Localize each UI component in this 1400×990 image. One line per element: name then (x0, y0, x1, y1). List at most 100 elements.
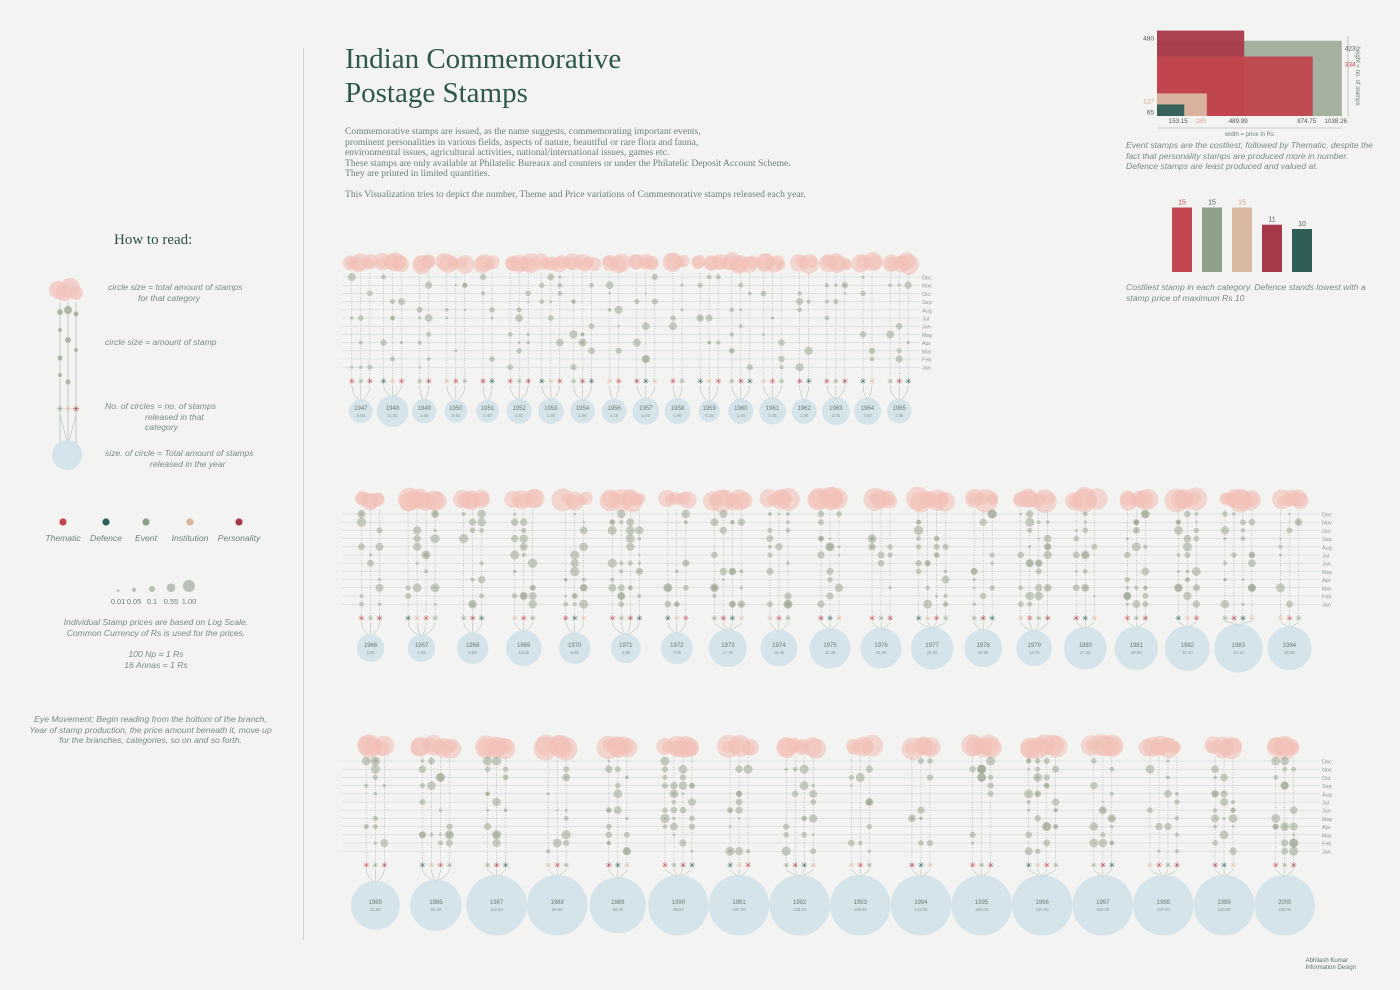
stamp-circle (684, 520, 688, 524)
category-marker: ✳ (357, 377, 364, 386)
category-cloud-circle (679, 491, 697, 509)
stamp-circle (837, 553, 841, 557)
stamp-circle (1278, 544, 1283, 549)
category-cloud-circle (444, 739, 458, 753)
stamp-circle (513, 512, 517, 516)
stamp-circle (848, 774, 854, 780)
month-label: Jul (1322, 801, 1329, 807)
stamp-circle (918, 840, 924, 846)
year-label: 1998 (1157, 900, 1171, 906)
category-marker: ✳ (671, 861, 678, 870)
stamp-circle (625, 776, 629, 779)
stamp-circle (1134, 585, 1139, 590)
month-label: May (1322, 817, 1333, 823)
year-label: 1992 (793, 900, 807, 906)
category-cloud-circle (780, 493, 793, 506)
month-label: Apr (1322, 578, 1331, 584)
stamp-circle (707, 341, 711, 345)
stamp-circle (1193, 535, 1200, 542)
year-total-label: 1.51 (515, 413, 524, 418)
eye-movement-note: Eye Movement: Begin reading from the bot… (28, 714, 273, 746)
stamp-circle (617, 509, 626, 519)
stamp-circle (1281, 847, 1289, 855)
stamp-circle (1109, 766, 1115, 772)
stamp-circle (1212, 808, 1218, 813)
stamp-circle (1211, 790, 1219, 798)
year-label: 1965 (892, 406, 906, 412)
stamp-circle (357, 509, 366, 519)
stamp-circle (689, 783, 695, 789)
month-label: Oct (922, 292, 931, 298)
stamp-circle (1132, 600, 1141, 609)
stamp-circle (1051, 798, 1060, 806)
legend-dot-event (142, 518, 150, 526)
year-total-circle (759, 397, 786, 425)
stamp-circle (516, 307, 522, 313)
stamp-circle (347, 272, 356, 282)
year-total-label: 116.50 (490, 907, 503, 912)
stamp-circle (572, 593, 577, 599)
stamp-circle (381, 274, 386, 280)
stamp-circle (1072, 584, 1080, 592)
stamp-circle (1034, 848, 1041, 854)
stamp-circle (606, 841, 611, 845)
category-cloud-circle (420, 254, 435, 269)
stamp-circle (605, 831, 613, 839)
year-total-label: 1.40 (737, 413, 746, 418)
year-total-label: 131.00 (1036, 907, 1049, 912)
category-marker: ✳ (980, 614, 987, 623)
stamp-circle (563, 815, 569, 821)
year-total-circle (1016, 630, 1053, 667)
stamp-circle (1109, 840, 1115, 846)
costliest-value-defence: 10 (1298, 221, 1306, 228)
howto-note-count: No. of circles = no. of stamps released … (105, 401, 216, 433)
stamp-circle (670, 781, 678, 790)
month-label: Apr (922, 341, 931, 347)
year-label: 1950 (449, 406, 463, 412)
category-marker: ✳ (915, 614, 922, 623)
stamp-circle (1212, 840, 1218, 846)
year-total-circle (760, 629, 798, 667)
year-total-label: 108.00 (854, 907, 867, 912)
stamp-circle (865, 765, 873, 773)
category-marker: ✳ (480, 377, 487, 386)
summary-rect-defence (1157, 104, 1185, 116)
stamp-circle (1273, 775, 1278, 780)
stamp-circle (712, 593, 717, 599)
stamp-circle (489, 306, 495, 313)
stamp-circle (662, 774, 668, 780)
stamp-circle (727, 808, 733, 813)
category-cloud-circle (1289, 489, 1307, 507)
stamp-circle (563, 577, 568, 582)
category-marker: ✳ (525, 377, 532, 386)
category-marker: ✳ (366, 377, 373, 386)
category-cloud-circle (1033, 489, 1057, 513)
stamp-circle (1271, 814, 1281, 823)
category-marker: ✳ (571, 614, 578, 623)
category-marker: ✳ (405, 614, 412, 623)
stamp-circle (1193, 527, 1200, 534)
year-total-label: 1.06 (578, 413, 587, 418)
category-marker: ✳ (446, 861, 453, 870)
category-marker: ✳ (358, 614, 365, 623)
stamp-circle (730, 520, 735, 525)
category-marker: ✳ (1231, 614, 1238, 623)
stamp-circle (739, 308, 743, 312)
stamp-circle (480, 291, 486, 296)
year-label: 1987 (490, 900, 504, 906)
stamp-circle (1239, 519, 1246, 526)
category-cloud-circle (521, 257, 537, 272)
stamp-circle (1125, 586, 1130, 590)
stamp-circle (1183, 591, 1192, 601)
month-label: Apr (1322, 825, 1331, 831)
stamp-circle (1035, 775, 1040, 780)
stamp-circle (651, 273, 658, 281)
stamp-circle (433, 586, 437, 590)
month-label: Nov (1322, 768, 1332, 774)
